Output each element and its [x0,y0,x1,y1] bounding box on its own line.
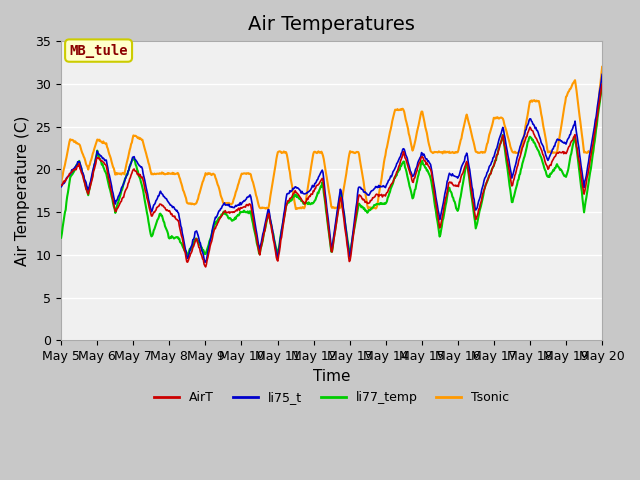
Legend: AirT, li75_t, li77_temp, Tsonic: AirT, li75_t, li77_temp, Tsonic [149,386,515,409]
Title: Air Temperatures: Air Temperatures [248,15,415,34]
Y-axis label: Air Temperature (C): Air Temperature (C) [15,116,30,266]
X-axis label: Time: Time [313,369,350,384]
Text: MB_tule: MB_tule [69,44,128,58]
